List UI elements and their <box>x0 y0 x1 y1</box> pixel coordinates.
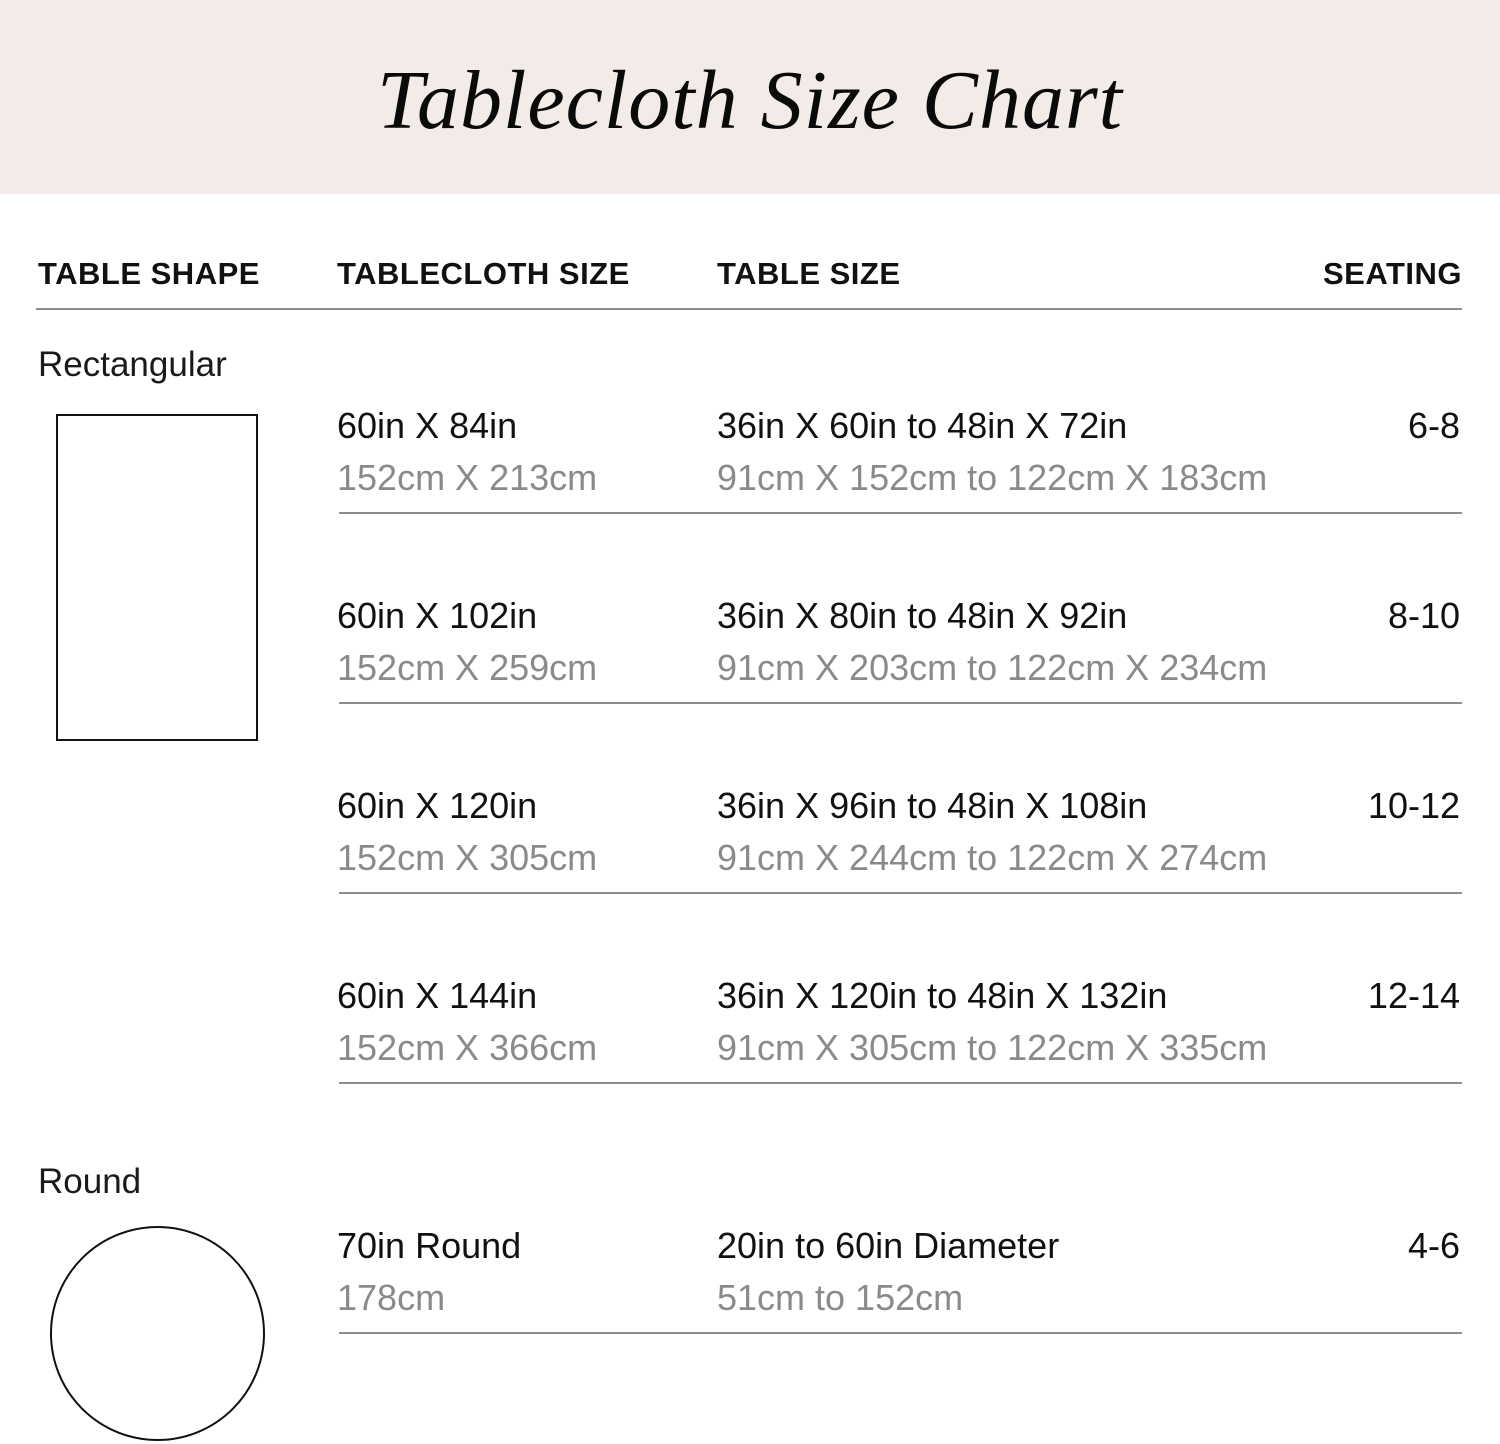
table-size-inches: 20in to 60in Diameter <box>717 1225 1060 1266</box>
cloth-size-inches: 70in Round <box>337 1225 522 1266</box>
row-divider <box>339 892 1462 894</box>
circle-icon <box>50 1226 265 1441</box>
page-title: Tablecloth Size Chart <box>377 54 1123 147</box>
table-size-inches: 36in X 60in to 48in X 72in <box>717 405 1128 446</box>
table-size-inches: 36in X 120in to 48in X 132in <box>717 975 1168 1016</box>
seating-value: 12-14 <box>1367 975 1460 1016</box>
rectangle-icon <box>56 414 258 741</box>
table-size-cm: 91cm X 152cm to 122cm X 183cm <box>717 457 1268 498</box>
table-size-cm: 51cm to 152cm <box>717 1277 964 1318</box>
row-divider <box>339 1332 1462 1334</box>
row-divider <box>339 512 1462 514</box>
table-size-cm: 91cm X 244cm to 122cm X 274cm <box>717 837 1268 878</box>
seating-value: 4-6 <box>1407 1225 1460 1266</box>
shape-label-round: Round <box>38 1162 142 1201</box>
table-size-inches: 36in X 80in to 48in X 92in <box>717 595 1128 636</box>
cloth-size-cm: 152cm X 366cm <box>337 1027 598 1068</box>
row-divider <box>339 702 1462 704</box>
row-divider <box>339 1082 1462 1084</box>
header-divider <box>36 308 1462 310</box>
cloth-size-inches: 60in X 102in <box>337 595 538 636</box>
table-size-inches: 36in X 96in to 48in X 108in <box>717 785 1148 826</box>
header-banner <box>0 0 1500 194</box>
cloth-size-cm: 152cm X 213cm <box>337 457 598 498</box>
table-size-cm: 91cm X 305cm to 122cm X 335cm <box>717 1027 1268 1068</box>
cloth-size-inches: 60in X 120in <box>337 785 538 826</box>
shape-label-rectangular: Rectangular <box>38 345 227 384</box>
cloth-size-cm: 178cm <box>337 1277 446 1318</box>
cloth-size-inches: 60in X 84in <box>337 405 518 446</box>
seating-value: 10-12 <box>1367 785 1460 826</box>
seating-value: 6-8 <box>1407 405 1460 446</box>
header-table-shape: TABLE SHAPE <box>38 256 260 291</box>
header-seating: SEATING <box>1323 256 1462 291</box>
header-table-size: TABLE SIZE <box>717 256 901 291</box>
table-size-cm: 91cm X 203cm to 122cm X 234cm <box>717 647 1268 688</box>
cloth-size-cm: 152cm X 305cm <box>337 837 598 878</box>
header-tablecloth-size: TABLECLOTH SIZE <box>337 256 630 291</box>
seating-value: 8-10 <box>1387 595 1460 636</box>
cloth-size-cm: 152cm X 259cm <box>337 647 598 688</box>
cloth-size-inches: 60in X 144in <box>337 975 538 1016</box>
